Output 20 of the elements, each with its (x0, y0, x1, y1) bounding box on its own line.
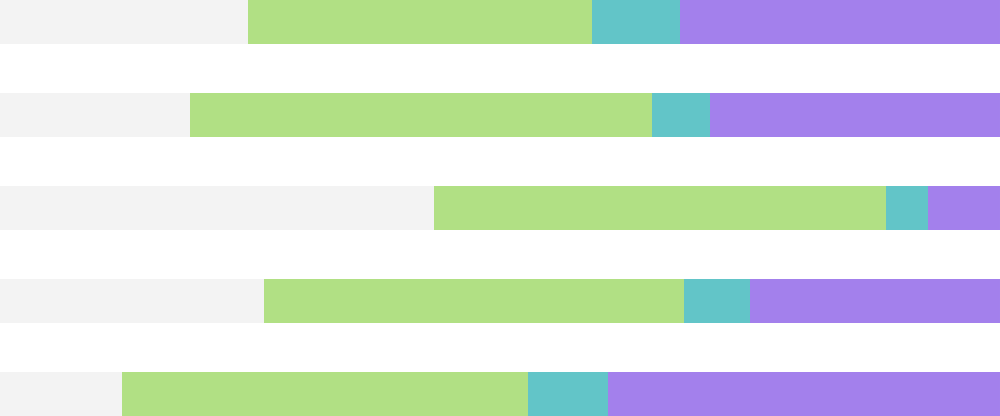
bar (248, 0, 593, 44)
bar (264, 278, 684, 323)
bar (528, 371, 608, 416)
bar (928, 185, 1000, 230)
bar (684, 278, 750, 323)
bar (886, 185, 928, 230)
bar (680, 0, 1000, 44)
bar (710, 93, 1000, 137)
bar (652, 93, 710, 137)
bar (750, 278, 1000, 323)
bar (608, 371, 1000, 416)
bar (0, 278, 265, 323)
bar (592, 0, 680, 44)
bar (0, 93, 191, 137)
bar (122, 371, 529, 416)
bar (0, 185, 435, 230)
bar (190, 93, 652, 137)
bar (0, 0, 249, 44)
bar (434, 185, 886, 230)
bar (0, 371, 123, 416)
